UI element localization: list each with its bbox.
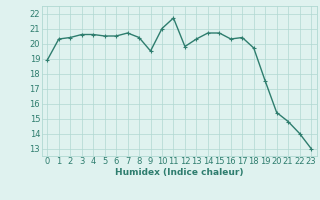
X-axis label: Humidex (Indice chaleur): Humidex (Indice chaleur) — [115, 168, 244, 177]
